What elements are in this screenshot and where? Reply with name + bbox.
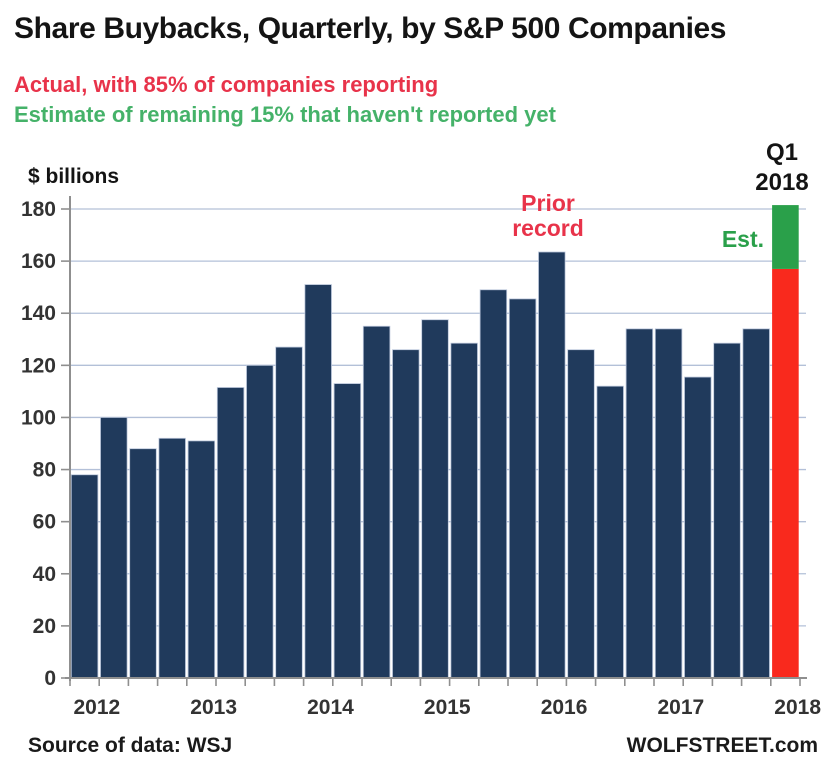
bar-2018-Q1 — [772, 268, 799, 678]
y-tick-label: 100 — [21, 406, 56, 429]
bar-2012-Q3 — [129, 448, 157, 679]
q1-2018-annotation-line1: Q1 — [765, 139, 798, 166]
chart-title: Share Buybacks, Quarterly, by S&P 500 Co… — [14, 12, 727, 45]
bar-2017-Q2 — [684, 376, 712, 679]
bar-2014-Q3 — [362, 325, 391, 679]
bar-2017-Q3 — [713, 342, 741, 679]
x-year-label: 2018 — [774, 696, 821, 719]
bar-2017-Q4 — [742, 328, 770, 679]
estimate-annotation: Est. — [721, 226, 764, 252]
bar-2012-Q4 — [158, 437, 186, 679]
bar-2014-Q1 — [304, 284, 332, 679]
bar-2018-Q1-estimate — [772, 205, 799, 269]
bar-2015-Q2 — [450, 342, 478, 679]
x-year-label: 2016 — [541, 696, 588, 719]
prior-record-annotation: Prior record — [501, 191, 595, 241]
bar-2016-Q3 — [596, 385, 624, 679]
prior-record-line1: Prior — [521, 190, 575, 216]
y-tick-label: 20 — [33, 615, 56, 638]
y-tick-label: 40 — [33, 563, 56, 586]
y-tick-label: 140 — [21, 302, 56, 325]
bar-2016-Q4 — [625, 328, 654, 679]
bar-2017-Q1 — [654, 328, 683, 679]
bar-2014-Q2 — [333, 383, 362, 679]
wolfstreet-brand-label: WOLFSTREET.com — [626, 734, 818, 757]
x-year-label: 2015 — [424, 696, 471, 719]
y-tick-label: 180 — [21, 198, 56, 221]
bar-2012-Q2 — [100, 417, 128, 679]
bar-2015-Q3 — [479, 289, 508, 679]
y-tick-label: 60 — [33, 511, 56, 534]
bar-2014-Q4 — [392, 349, 420, 679]
subtitle-actual: Actual, with 85% of companies reporting — [14, 72, 439, 97]
bar-2013-Q3 — [246, 364, 274, 679]
q1-2018-annotation: Q1 2018 — [734, 138, 830, 198]
prior-record-line2: record — [512, 215, 584, 241]
y-tick-label: 80 — [33, 459, 56, 482]
bar-2015-Q4 — [508, 298, 537, 679]
y-tick-label: 160 — [21, 250, 56, 273]
bar-2015-Q1 — [421, 319, 449, 679]
subtitle-estimate: Estimate of remaining 15% that haven't r… — [14, 102, 556, 127]
y-axis-unit-label: $ billions — [28, 165, 120, 188]
x-year-label: 2017 — [658, 696, 705, 719]
data-source-label: Source of data: WSJ — [28, 734, 233, 757]
bar-2016-Q2 — [567, 349, 595, 679]
x-year-label: 2014 — [307, 696, 354, 719]
bar-2013-Q4 — [275, 346, 303, 679]
y-tick-label: 0 — [44, 667, 56, 690]
q1-2018-annotation-line2: 2018 — [755, 169, 809, 196]
bar-2012-Q1 — [70, 474, 99, 679]
bar-2016-Q1 — [538, 251, 566, 679]
bar-2013-Q2 — [216, 387, 245, 679]
x-year-label: 2013 — [190, 696, 237, 719]
x-year-label: 2012 — [74, 696, 121, 719]
bar-2013-Q1 — [187, 440, 216, 679]
y-tick-label: 120 — [21, 354, 56, 377]
